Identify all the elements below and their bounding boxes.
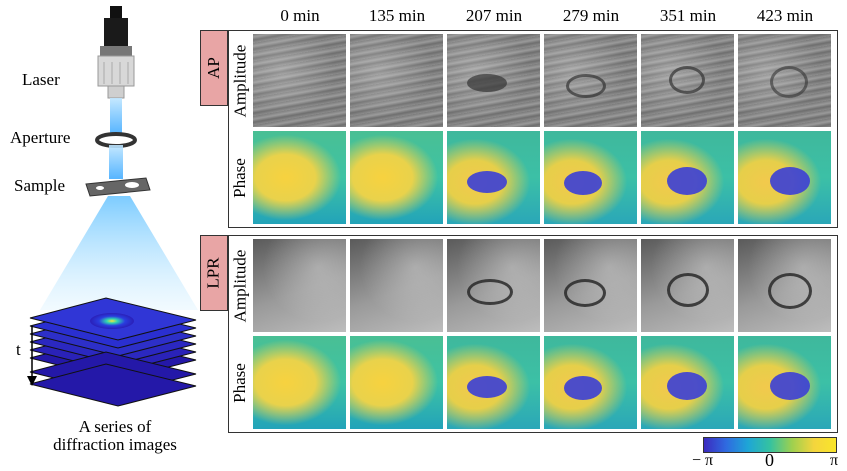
diffraction-stack	[29, 297, 197, 407]
column-header: 423 min	[756, 6, 814, 25]
aperture-label: Aperture	[10, 128, 71, 147]
lpr-amplitude-image	[253, 239, 346, 332]
sample-icon	[85, 177, 151, 197]
time-label: t	[16, 340, 21, 359]
aperture-icon	[95, 132, 137, 148]
lpr-amplitude-image	[544, 239, 637, 332]
column-header: 207 min	[465, 6, 523, 25]
lpr-amplitude-image	[350, 239, 443, 332]
lpr-phase-image	[253, 336, 346, 429]
sample-label: Sample	[14, 176, 65, 195]
ap-amplitude-row-label: Amplitude	[230, 44, 249, 117]
lpr-phase-image	[738, 336, 831, 429]
column-header: 0 min	[280, 6, 320, 25]
column-header: 135 min	[368, 6, 426, 25]
lpr-phase-image	[641, 336, 734, 429]
colorbar-mid-label: 0	[765, 450, 774, 470]
lpr-phase-image	[447, 336, 540, 429]
figure-caption: A series of diffraction images	[40, 418, 190, 454]
diffraction-cone	[40, 196, 198, 310]
lpr-phase-row-label: Phase	[230, 362, 250, 403]
ap-phase-row-label: Phase	[230, 157, 250, 198]
ap-phase-image	[253, 131, 346, 224]
lpr-method-label: LPR	[204, 257, 223, 289]
ap-phase-image	[738, 131, 831, 224]
ap-method-label: AP	[203, 57, 223, 79]
lpr-amplitude-image	[641, 239, 734, 332]
caption-line-1: A series of	[78, 417, 152, 436]
colorbar-min-label: − π	[692, 452, 714, 469]
lpr-method-tag: LPR	[200, 235, 228, 311]
time-arrow-icon	[27, 326, 37, 386]
phase-colorbar	[703, 437, 837, 453]
lpr-amplitude-row-label: Amplitude	[230, 249, 249, 322]
ap-amplitude-image	[447, 34, 540, 127]
ap-amplitude-image	[253, 34, 346, 127]
ap-amplitude-image	[544, 34, 637, 127]
laser-label: Laser	[22, 70, 60, 89]
lpr-phase-image	[350, 336, 443, 429]
ap-amplitude-image	[350, 34, 443, 127]
caption-line-2: diffraction images	[53, 435, 177, 454]
laser-icon	[97, 6, 135, 99]
ap-phase-image	[544, 131, 637, 224]
aperture-beam	[109, 145, 123, 179]
lpr-phase-image	[544, 336, 637, 429]
ap-phase-image	[447, 131, 540, 224]
column-header: 279 min	[562, 6, 620, 25]
ap-phase-image	[641, 131, 734, 224]
column-header: 351 min	[659, 6, 717, 25]
ap-amplitude-image	[738, 34, 831, 127]
ap-amplitude-image	[641, 34, 734, 127]
colorbar-max-label: π	[830, 452, 839, 469]
setup-illustration	[27, 6, 198, 407]
lpr-amplitude-image	[447, 239, 540, 332]
ap-method-tag: AP	[200, 30, 228, 106]
lpr-amplitude-image	[738, 239, 831, 332]
ap-phase-image	[350, 131, 443, 224]
laser-beam	[110, 98, 122, 134]
